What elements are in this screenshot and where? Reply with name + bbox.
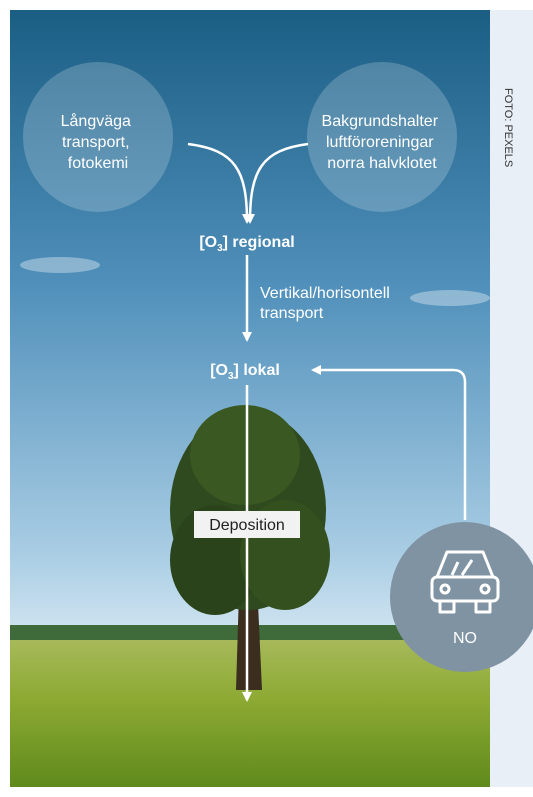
source-label: Långväga transport, fotokemi <box>61 112 136 172</box>
photo-credit: FOTO: PEXELS <box>502 88 514 167</box>
local-label: [O3] lokal <box>210 362 280 382</box>
arrows <box>187 142 467 702</box>
cloud <box>410 290 490 306</box>
deposition-box <box>194 511 300 538</box>
cloud <box>20 257 100 273</box>
source-label: Bakgrundshalter luftföroreningar norra h… <box>322 113 443 172</box>
regional-label: [O3] regional <box>199 234 294 254</box>
car-icon <box>430 550 500 614</box>
transport-label: Vertikal/horisontell transport <box>260 285 394 322</box>
emission-circle <box>390 522 533 672</box>
deposition-label: Deposition <box>209 517 285 534</box>
source-circle <box>307 62 457 212</box>
emission-label: NO <box>453 630 477 647</box>
source-circle <box>23 62 173 212</box>
